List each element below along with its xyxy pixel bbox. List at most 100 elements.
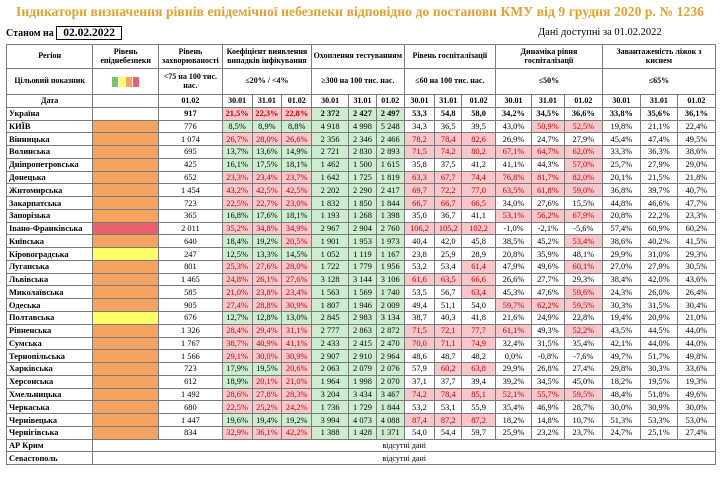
missing-data-note: відсутні дані <box>92 438 716 453</box>
oxygen-value: 25,7% <box>601 157 641 172</box>
oxygen-value: 20,1% <box>601 170 641 185</box>
dyn-value: 59,5% <box>563 387 603 402</box>
region-name: Волинська <box>5 145 94 159</box>
table-row: Донецька 652 23,3% 23,4% 23,7% 1 642 1 725 1 81… <box>5 170 717 185</box>
testing-value: 2 290 <box>348 183 377 198</box>
dyn-value: 56,2% <box>530 208 565 223</box>
detection-value: 13,3% <box>251 247 283 261</box>
dyn-value: -2,1% <box>530 221 565 236</box>
morbidity-value: 801 <box>158 259 223 274</box>
oxygen-value: 49,8% <box>676 349 717 364</box>
detection-value: 27,6% <box>281 272 313 287</box>
oxygen-value: 51,3% <box>601 413 641 427</box>
hosp-value: 39,5 <box>461 119 497 134</box>
target-dyn: ≤50% <box>495 68 603 95</box>
oxygen-value: 51,8% <box>639 387 678 402</box>
detection-value: 19,2% <box>251 234 283 249</box>
morbidity-value: 723 <box>158 362 223 376</box>
dyn-value: 38,5% <box>495 234 532 249</box>
dyn-value: 53,1% <box>495 208 532 223</box>
dyn-value: 26,9% <box>495 132 532 147</box>
detection-value: 22,5% <box>221 400 253 415</box>
detection-value: 16,1% <box>221 157 253 172</box>
detection-value: 12,5% <box>221 247 253 261</box>
dyn-value: 61,8% <box>530 183 565 198</box>
date-col: 31.01 <box>639 94 678 108</box>
hosp-value: 51,1 <box>434 298 463 313</box>
red-swatch-icon <box>133 76 140 87</box>
dyn-value: 47,6% <box>530 285 565 300</box>
region-name: Івано-Франківська <box>5 221 94 236</box>
level-cell <box>92 183 160 198</box>
table-row-missing: Севастополь відсутні дані <box>5 451 716 466</box>
hosp-value: 87,2 <box>461 413 497 427</box>
level-cell <box>92 387 160 402</box>
detection-value: 23,4% <box>281 285 313 300</box>
testing-value: 1 193 <box>311 208 350 223</box>
oxygen-value: 21,1% <box>639 119 678 134</box>
detection-value: 23,3% <box>221 170 253 185</box>
date-col: 01.02 <box>676 94 717 108</box>
testing-value: 1 729 <box>348 400 377 415</box>
testing-value: 1 371 <box>375 425 405 440</box>
hosp-value: 63,8 <box>461 362 497 376</box>
testing-value: 2 845 <box>311 311 350 325</box>
hosp-value: 87,4 <box>403 413 436 427</box>
testing-value: 1 779 <box>348 259 377 274</box>
level-cell <box>92 349 160 364</box>
detection-value: 23,7% <box>281 170 313 185</box>
testing-value: 3 134 <box>375 311 405 325</box>
dyn-value: 59,7% <box>495 298 532 313</box>
level-cell <box>92 234 160 249</box>
hosp-value: 28,9 <box>461 247 497 261</box>
region-name: Рівненська <box>5 323 94 338</box>
hosp-value: 42,0 <box>434 234 463 249</box>
detection-value: 8,9% <box>251 119 283 134</box>
oxygen-value: 21,0% <box>676 311 717 325</box>
page-title: Індикатори визначення рівнів епідемічної… <box>15 4 705 19</box>
detection-value: 17,9% <box>221 362 253 376</box>
dyn-value: 27,4% <box>563 362 603 376</box>
status-date-block: Станом на 02.02.2022 <box>6 26 123 43</box>
oxygen-value: 41,5% <box>676 234 717 249</box>
dyn-value: 43,0% <box>495 119 532 134</box>
testing-value: 1 642 <box>311 170 350 185</box>
header-morbidity: Рівень захворюваності <box>158 44 223 69</box>
detection-value: 26,7% <box>221 132 253 147</box>
oxygen-value: 40,2% <box>639 234 678 249</box>
detection-value: 41,1% <box>281 336 313 351</box>
testing-value: 1 722 <box>311 259 350 274</box>
morbidity-value: 1 074 <box>158 132 223 147</box>
testing-value: 2 356 <box>311 132 350 147</box>
region-name: Донецька <box>5 170 94 185</box>
dyn-value: 67,9% <box>563 208 603 223</box>
morbidity-value: 917 <box>158 106 223 121</box>
oxygen-value: 36,1% <box>676 106 717 121</box>
testing-value: 2 415 <box>348 336 377 351</box>
oxygen-value: 30,0% <box>676 400 717 415</box>
testing-value: 1 569 <box>348 285 377 300</box>
hosp-value: 48,6 <box>403 349 436 364</box>
testing-value: 2 893 <box>375 145 405 159</box>
morbidity-value: 1 492 <box>158 387 223 402</box>
hosp-value: 35,0 <box>403 208 436 223</box>
header-dyn: Динаміка рівня госпіталізації <box>495 44 603 69</box>
region-name: Одеська <box>5 298 94 313</box>
header-detection: Коефіцієнт виявлення випадків інфікуванн… <box>221 44 313 69</box>
level-cell <box>92 145 160 159</box>
oxygen-value: 39,7% <box>639 183 678 198</box>
detection-value: 21,5% <box>221 106 253 121</box>
oxygen-value: 53,0% <box>676 413 717 427</box>
detection-value: 18,4% <box>221 234 253 249</box>
oxygen-value: 19,5% <box>639 374 678 389</box>
missing-data-note: відсутні дані <box>92 451 716 466</box>
testing-value: 2 497 <box>375 106 405 121</box>
region-name: Хмельницька <box>5 387 94 402</box>
morbidity-value: 1 454 <box>158 183 223 198</box>
oxygen-value: 18,2% <box>601 374 641 389</box>
dyn-value: 76,8% <box>495 170 532 185</box>
detection-value: 8,5% <box>221 119 253 134</box>
oxygen-value: 30,0% <box>601 400 641 415</box>
testing-value: 1 956 <box>375 259 405 274</box>
testing-value: 1 388 <box>311 425 350 440</box>
